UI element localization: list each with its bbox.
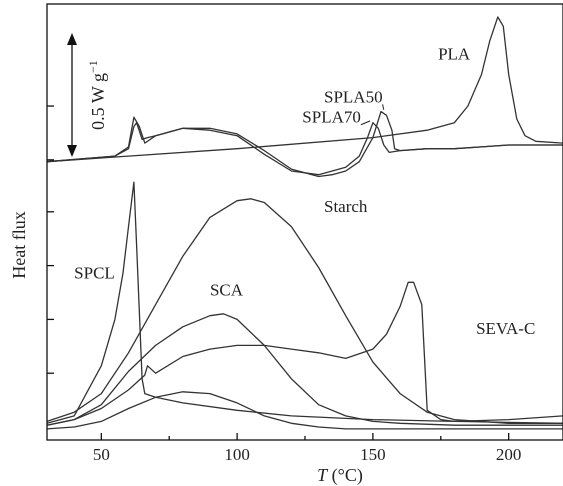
scale-bar-arrow-down-icon	[67, 145, 77, 157]
scale-bar-label: 0.5 W g−1	[86, 60, 108, 130]
series-label-sca: SCA	[210, 280, 244, 299]
x-tick-label: 100	[224, 445, 250, 464]
series-line-baseline-7	[46, 391, 563, 430]
x-tick-label: 200	[496, 445, 522, 464]
scale-bar: 0.5 W g−1	[67, 33, 108, 157]
leader-line-spla50	[382, 104, 385, 110]
plot-frame	[46, 3, 563, 441]
leader-line-spla70	[360, 120, 371, 126]
series-label-spla70: SPLA70	[302, 108, 361, 127]
series-line-seva-c	[46, 281, 563, 426]
series-label-spla50: SPLA50	[324, 87, 383, 106]
scale-bar-arrow-up-icon	[67, 33, 77, 45]
series-line-starch	[46, 198, 563, 424]
series-line-pla	[46, 16, 563, 163]
series-line-spcl	[46, 181, 563, 424]
x-tick-label: 50	[93, 445, 110, 464]
series-label-spcl: SPCL	[74, 264, 115, 283]
series-label-starch: Starch	[324, 197, 368, 216]
x-axis-label: T (°C)	[317, 465, 363, 486]
series-label-pla: PLA	[438, 45, 471, 64]
curves-layer	[46, 16, 563, 430]
series-line-sca	[46, 313, 563, 426]
series-label-seva-c: SEVA-C	[476, 319, 535, 338]
annotations-layer: PLA SPLA50 SPLA70 Starch SPCL SCA SEVA-C	[74, 45, 535, 339]
series-line-spla70	[46, 122, 563, 176]
ticks-layer: 50 100 150 200	[47, 105, 522, 464]
y-axis-label: Heat flux	[9, 211, 29, 278]
x-tick-label: 150	[360, 445, 386, 464]
